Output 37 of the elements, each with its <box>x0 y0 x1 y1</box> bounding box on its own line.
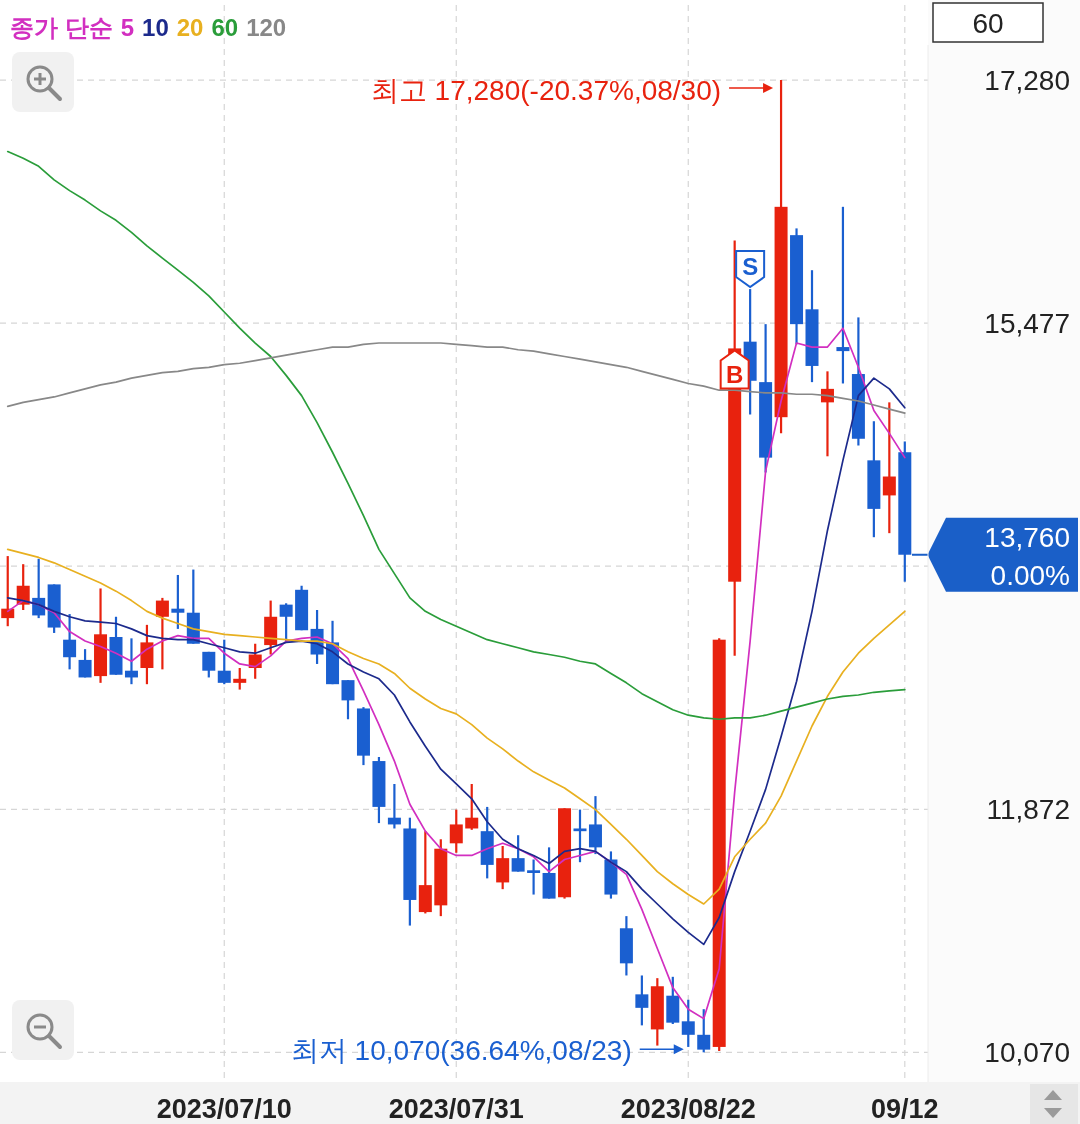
y-tick-label: 11,872 <box>986 794 1070 826</box>
annotation: S <box>742 253 759 281</box>
candlestick <box>573 808 587 864</box>
line-series <box>6 150 906 721</box>
price-label: 13,760 0.00% <box>912 517 1078 592</box>
y-tick-label: 15,477 <box>984 308 1070 340</box>
candlestick <box>217 638 231 686</box>
x-tick-label: 2023/08/22 <box>620 1094 756 1124</box>
candlestick <box>511 834 525 873</box>
candlestick <box>171 573 185 630</box>
candlestick <box>882 401 896 535</box>
x-tick-label: 2023/07/10 <box>156 1094 292 1124</box>
candlestick <box>836 205 850 385</box>
annotation: 최고 17,280(-20.37%,08/30) <box>370 75 722 107</box>
candlestick <box>635 974 649 1027</box>
x-tick-label: 09/12 <box>871 1094 939 1124</box>
candlestick <box>341 679 355 721</box>
candlestick <box>527 858 541 896</box>
candlestick <box>681 998 695 1049</box>
candlestick <box>697 1008 711 1054</box>
line-series <box>6 342 906 414</box>
candlestick <box>78 648 92 679</box>
annotation: 최저 10,070(36.64%,08/23) <box>290 1035 632 1067</box>
x-tick-label: 2023/07/31 <box>388 1094 524 1124</box>
candlestick <box>233 666 247 691</box>
candlestick <box>155 596 169 671</box>
candlestick <box>588 795 602 856</box>
candlestick <box>449 808 463 854</box>
line-series <box>6 548 906 905</box>
text: 60 <box>972 8 1004 39</box>
candlestick <box>202 650 216 679</box>
annotation: B <box>725 361 744 389</box>
candlestick <box>63 612 77 671</box>
legend: 종가 단순 5 10 20 60 120 <box>10 14 287 41</box>
y-tick-label: 10,070 <box>984 1037 1070 1069</box>
candlestick <box>465 782 479 831</box>
y-tick-label: 17,280 <box>984 65 1070 97</box>
